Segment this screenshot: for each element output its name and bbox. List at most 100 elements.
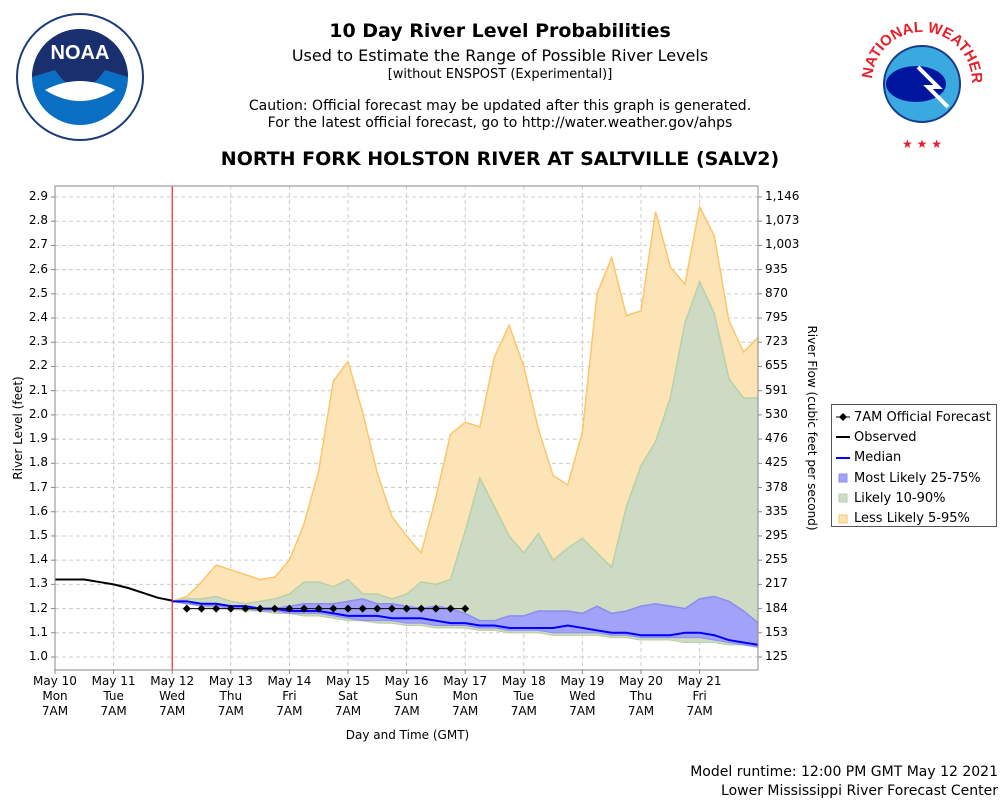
y-tick-label: 2.6 bbox=[28, 261, 48, 276]
y-tick-label: 1.6 bbox=[28, 503, 48, 518]
svg-text:★ ★ ★: ★ ★ ★ bbox=[902, 137, 942, 151]
band-5-95-upper-edge bbox=[171, 204, 759, 603]
x-tick-line: May 17 bbox=[443, 674, 488, 688]
x-tick-line: Mon bbox=[42, 689, 68, 703]
caution-link-text: For the latest official forecast, go to … bbox=[267, 115, 733, 131]
x-tick-line: Fri bbox=[282, 689, 297, 703]
x-tick-line: Sat bbox=[338, 689, 358, 703]
x-tick-line: 7AM bbox=[569, 704, 596, 718]
x-tick-line: Tue bbox=[103, 689, 124, 703]
y-tick-label: 2.5 bbox=[28, 285, 48, 300]
x-tick-line: 7AM bbox=[159, 704, 186, 718]
x-tick-line: May 13 bbox=[208, 674, 253, 688]
x-tick-line: Tue bbox=[513, 689, 535, 703]
x-tick-line: Wed bbox=[569, 689, 596, 703]
x-tick-line: Mon bbox=[452, 689, 478, 703]
y-right-tick-label: 425 bbox=[765, 455, 788, 470]
y-axis-right-title: River Flow (cubic feet per second) bbox=[805, 325, 819, 531]
y-right-tick-label: 378 bbox=[765, 479, 788, 494]
caution-text: Caution: Official forecast may be update… bbox=[248, 98, 752, 114]
y-right-tick-label: 184 bbox=[765, 600, 788, 615]
forecast-point bbox=[285, 604, 294, 613]
x-tick-label: May 16 Sun 7AM bbox=[377, 674, 437, 719]
x-tick-line: 7AM bbox=[393, 704, 420, 718]
noaa-logo: NOAA bbox=[16, 13, 144, 141]
x-tick-line: Thu bbox=[219, 689, 243, 703]
y-right-tick-label: 530 bbox=[765, 406, 788, 421]
x-tick-label: May 13 Thu 7AM bbox=[201, 674, 261, 719]
x-tick-line: 7AM bbox=[41, 704, 69, 718]
forecast-point bbox=[212, 604, 221, 613]
forecast-point bbox=[197, 604, 206, 613]
forecast-point bbox=[314, 604, 323, 613]
y-right-tick-label: 723 bbox=[765, 334, 788, 349]
x-tick-label: May 11 Tue 7AM bbox=[84, 674, 144, 719]
forecast-point bbox=[417, 604, 426, 613]
band-25-75-lower-edge bbox=[172, 600, 759, 648]
x-tick-line: Sun bbox=[395, 689, 418, 703]
nws-logo: NATIONAL WEATHER ★ ★ ★ bbox=[859, 19, 985, 151]
forecast-point bbox=[270, 604, 279, 613]
y-tick-label: 1.8 bbox=[28, 455, 48, 470]
x-tick-line: May 21 bbox=[677, 674, 722, 688]
legend-item-observed: Observed bbox=[836, 429, 917, 445]
y-right-tick-label: 125 bbox=[765, 649, 788, 663]
x-tick-line: 7AM bbox=[276, 704, 303, 718]
y-right-tick-label: 1,146 bbox=[765, 189, 800, 203]
y-right-tick-label: 1,073 bbox=[765, 213, 800, 228]
band-5-95 bbox=[172, 206, 759, 648]
x-tick-line: Wed bbox=[159, 689, 186, 703]
x-tick-label: May 10 Mon 7AM bbox=[25, 674, 85, 719]
x-axis-title: Day and Time (GMT) bbox=[345, 728, 470, 742]
forecast-point bbox=[358, 604, 367, 613]
forecast-point bbox=[387, 604, 396, 613]
x-tick-label: May 12 Wed 7AM bbox=[142, 674, 202, 719]
y-right-tick-label: 335 bbox=[765, 503, 788, 518]
y-tick-label: 2.4 bbox=[28, 310, 48, 325]
forecast-point bbox=[300, 604, 309, 613]
x-tick-line: May 15 bbox=[326, 674, 370, 688]
chart-subtitle: Used to Estimate the Range of Possible R… bbox=[291, 46, 709, 65]
x-tick-line: May 20 bbox=[619, 674, 663, 688]
forecast-point bbox=[373, 604, 382, 613]
x-tick-line: May 18 bbox=[501, 674, 546, 688]
x-tick-line: May 10 bbox=[33, 674, 77, 688]
x-tick-label: May 18 Tue 7AM bbox=[494, 674, 554, 719]
y-right-tick-label: 935 bbox=[765, 261, 788, 276]
y-right-tick-label: 255 bbox=[765, 552, 788, 567]
forecast-point bbox=[329, 604, 338, 613]
x-tick-line: May 16 bbox=[384, 674, 429, 688]
x-tick-label: May 21 Fri 7AM bbox=[670, 674, 730, 719]
svg-text:NOAA: NOAA bbox=[51, 42, 110, 64]
y-right-tick-label: 1,003 bbox=[765, 237, 800, 252]
forecast-point bbox=[344, 604, 352, 613]
y-tick-label: 2.2 bbox=[28, 358, 48, 373]
x-tick-line: May 14 bbox=[267, 674, 312, 688]
y-tick-label: 2.7 bbox=[28, 237, 48, 252]
chart-title: 10 Day River Level Probabilities bbox=[329, 20, 671, 42]
x-tick-line: 7AM bbox=[100, 704, 127, 718]
x-tick-line: Fri bbox=[692, 689, 707, 703]
x-tick-line: May 19 bbox=[560, 674, 605, 688]
x-tick-line: 7AM bbox=[217, 704, 244, 718]
x-tick-label: May 20 Thu 7AM bbox=[611, 674, 671, 719]
x-tick-line: 7AM bbox=[627, 704, 655, 718]
x-tick-label: May 15 Sat 7AM bbox=[318, 674, 378, 719]
y-tick-label: 1.7 bbox=[28, 479, 48, 494]
y-tick-label: 1.2 bbox=[28, 600, 48, 615]
forecast-point bbox=[226, 604, 235, 613]
x-tick-line: May 12 bbox=[150, 674, 195, 688]
legend-item-median: Median bbox=[836, 450, 902, 466]
y-tick-label: 1.5 bbox=[28, 527, 48, 542]
y-tick-label: 2.9 bbox=[28, 189, 48, 203]
y-tick-label: 1.3 bbox=[28, 576, 48, 591]
y-tick-label: 2.0 bbox=[28, 406, 48, 421]
forecast-center: Lower Mississippi River Forecast Center bbox=[721, 783, 998, 799]
legend-item-forecast: 7AM Official Forecast bbox=[836, 407, 992, 427]
model-runtime: Model runtime: 12:00 PM GMT May 12 2021 bbox=[690, 764, 998, 780]
y-right-tick-label: 476 bbox=[765, 431, 788, 446]
chart-subtitle-2: [without ENSPOST (Experimental)] bbox=[387, 67, 613, 82]
y-right-tick-label: 655 bbox=[765, 358, 788, 373]
forecast-point bbox=[431, 604, 440, 613]
